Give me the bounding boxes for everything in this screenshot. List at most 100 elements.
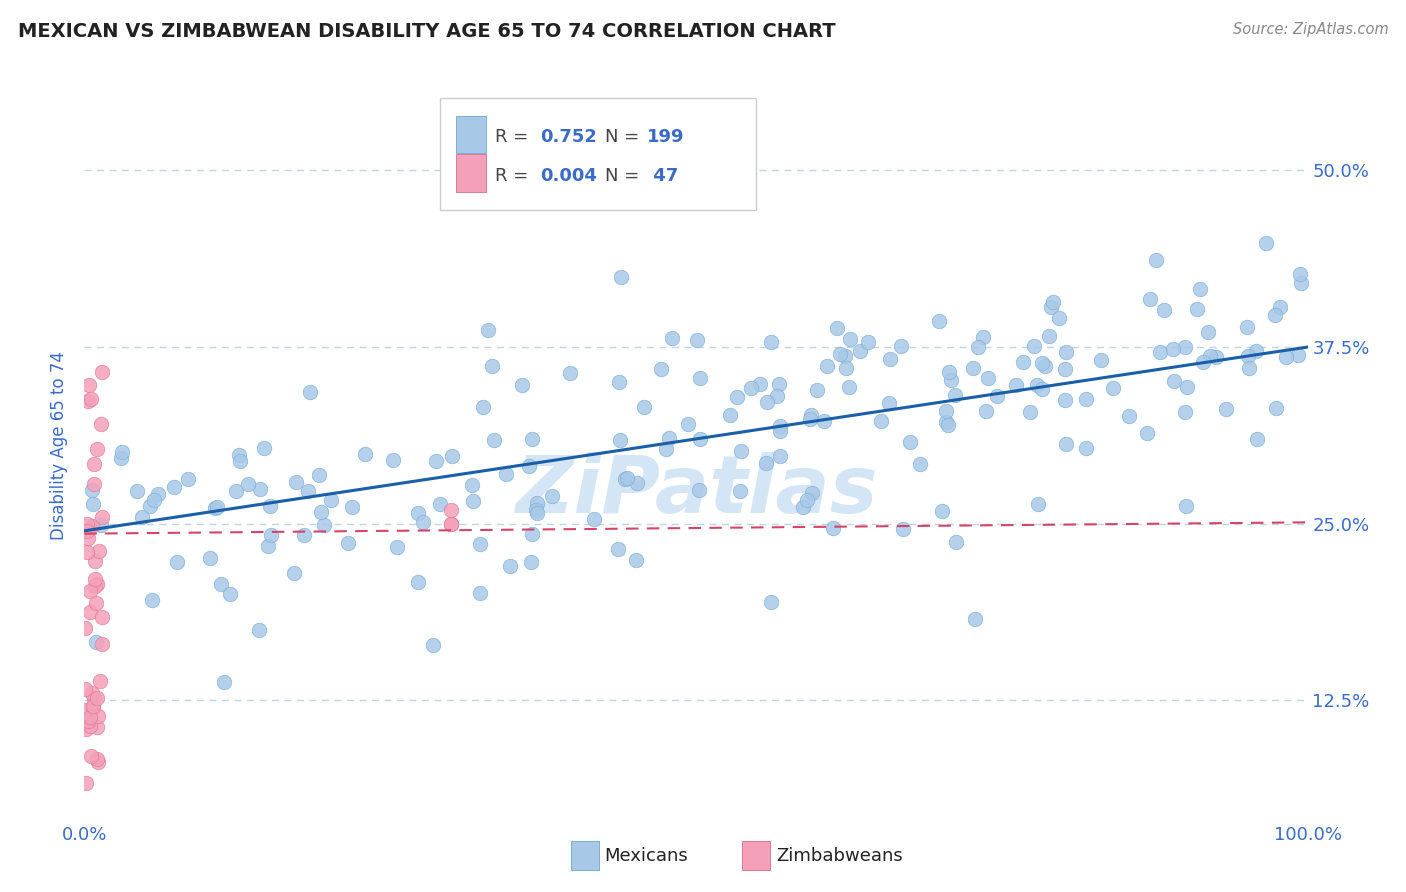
Point <box>891 522 914 536</box>
Point <box>725 390 748 404</box>
Point <box>650 362 672 376</box>
Point <box>80 686 103 700</box>
Point <box>90 365 112 379</box>
Point <box>340 500 363 514</box>
Point <box>298 385 321 400</box>
Point <box>1053 362 1076 376</box>
Point <box>75 722 97 736</box>
Point <box>90 417 112 431</box>
Point <box>83 690 105 705</box>
Point <box>939 373 962 387</box>
Point <box>1144 253 1167 268</box>
Point <box>285 475 308 490</box>
Point <box>90 517 112 532</box>
Point <box>83 457 105 471</box>
Point <box>796 492 818 507</box>
Text: N =: N = <box>605 128 644 145</box>
Point <box>825 321 848 335</box>
Point <box>481 359 503 373</box>
Point <box>1054 392 1077 407</box>
Point <box>1205 350 1227 364</box>
Point <box>477 323 499 337</box>
Point <box>1246 432 1268 446</box>
Point <box>441 449 464 463</box>
Point <box>607 375 630 389</box>
Point <box>526 496 548 510</box>
Point <box>1149 344 1171 359</box>
Point <box>83 554 105 568</box>
Point <box>678 417 700 431</box>
Point <box>425 453 447 467</box>
Point <box>1185 301 1208 316</box>
Point <box>1174 340 1197 354</box>
Point <box>79 584 101 599</box>
Point <box>1118 409 1140 423</box>
Point <box>935 404 957 418</box>
Point <box>616 471 638 485</box>
Point <box>77 532 100 546</box>
Point <box>111 445 134 459</box>
Point <box>228 448 250 462</box>
Point <box>972 330 994 344</box>
Point <box>759 595 782 609</box>
Point <box>890 339 912 353</box>
Point <box>1174 404 1197 418</box>
Point <box>967 340 990 354</box>
Point <box>1074 441 1097 455</box>
Point <box>499 558 522 573</box>
Text: R =: R = <box>495 167 534 185</box>
Point <box>79 605 101 619</box>
Point <box>82 497 104 511</box>
Point <box>510 378 533 392</box>
Point <box>1136 426 1159 441</box>
Point <box>583 512 606 526</box>
Point <box>626 475 648 490</box>
Point <box>768 419 790 434</box>
Point <box>283 566 305 580</box>
Point <box>526 506 548 520</box>
Point <box>1161 342 1184 356</box>
Point <box>76 714 98 728</box>
Point <box>1018 405 1040 419</box>
Point <box>177 472 200 486</box>
Point <box>484 434 506 448</box>
Point <box>1192 355 1215 369</box>
Point <box>209 577 232 591</box>
Point <box>879 351 901 366</box>
Point <box>422 638 444 652</box>
Point <box>661 331 683 345</box>
Point <box>728 484 751 499</box>
Point <box>87 755 110 769</box>
Point <box>1139 292 1161 306</box>
Point <box>91 637 114 651</box>
Point <box>962 361 984 376</box>
Point <box>1215 402 1237 417</box>
Point <box>1028 497 1050 511</box>
Point <box>141 592 163 607</box>
Point <box>560 367 582 381</box>
Point <box>858 334 880 349</box>
Point <box>1199 349 1222 363</box>
Point <box>461 493 484 508</box>
Text: 199: 199 <box>647 128 685 145</box>
Point <box>1026 378 1049 392</box>
Point <box>689 371 711 385</box>
Point <box>253 441 276 455</box>
Point <box>260 528 283 542</box>
Point <box>440 502 463 516</box>
Point <box>1265 401 1288 415</box>
Point <box>1033 359 1056 373</box>
Text: R =: R = <box>495 128 534 145</box>
Point <box>408 574 430 589</box>
Point <box>297 483 319 498</box>
Point <box>689 432 711 446</box>
Point <box>910 457 932 471</box>
Point <box>520 527 543 541</box>
Point <box>259 499 281 513</box>
Text: 47: 47 <box>647 167 678 185</box>
Point <box>1289 276 1312 290</box>
Point <box>471 401 494 415</box>
Point <box>139 499 162 513</box>
Point <box>759 335 782 350</box>
Point <box>75 776 97 790</box>
